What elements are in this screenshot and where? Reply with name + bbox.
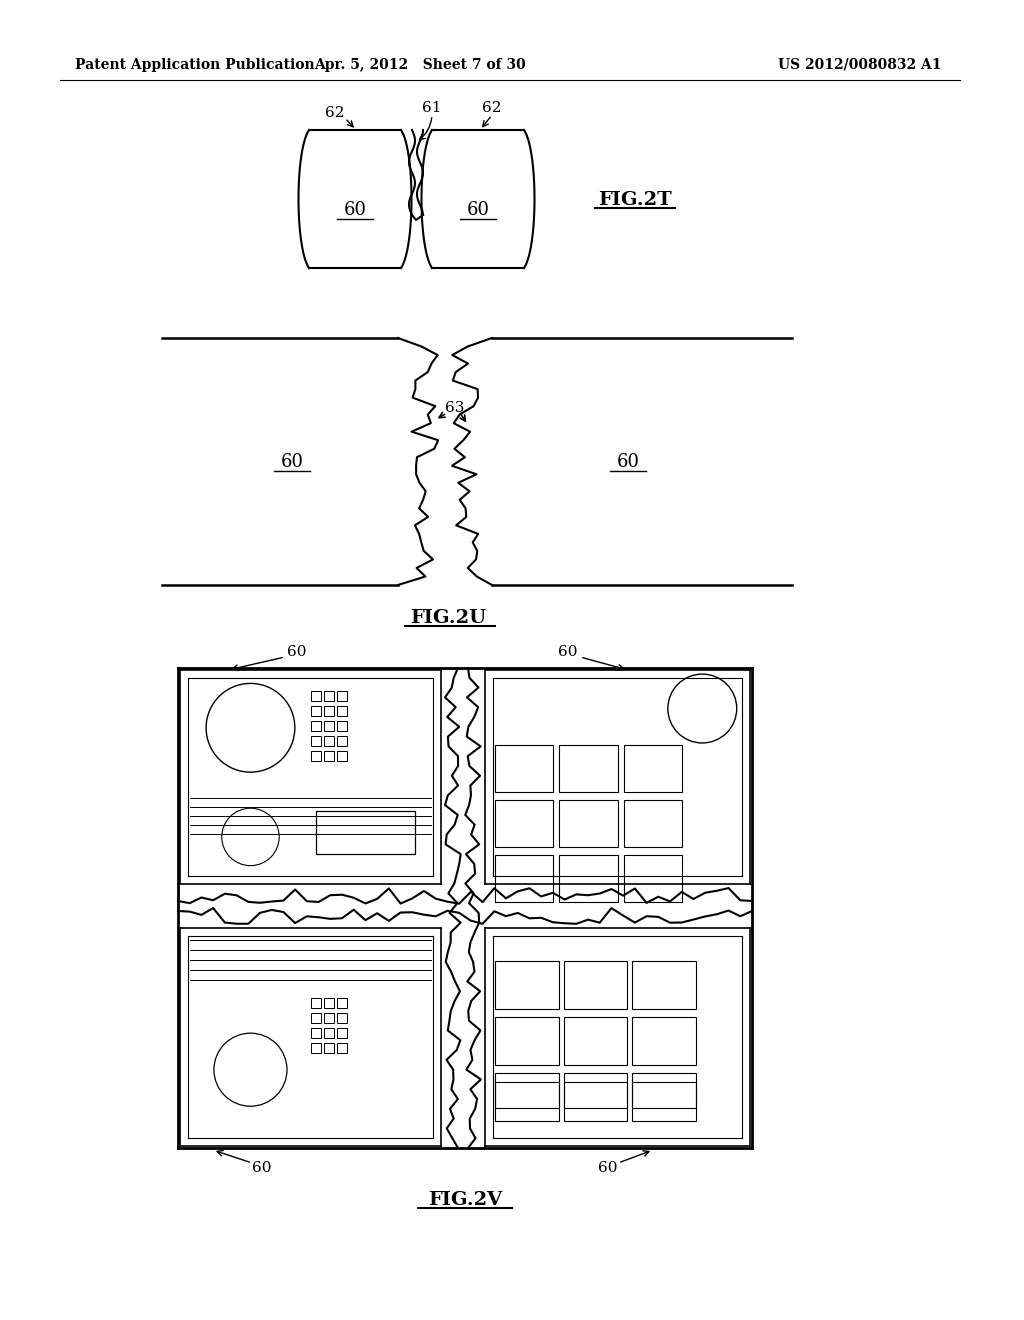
Bar — [310, 1043, 321, 1053]
Bar — [337, 1028, 346, 1038]
Bar — [495, 1081, 559, 1107]
Text: FIG.2V: FIG.2V — [428, 1191, 502, 1209]
Bar — [632, 961, 695, 1008]
Text: 60: 60 — [558, 645, 578, 659]
Text: 60: 60 — [598, 1162, 617, 1175]
Bar — [337, 1043, 346, 1053]
Bar — [337, 751, 346, 762]
Bar — [324, 692, 334, 701]
Text: 60: 60 — [616, 453, 640, 471]
Bar — [310, 1012, 321, 1023]
Bar — [563, 1073, 627, 1121]
Bar — [324, 737, 334, 746]
Bar — [559, 744, 617, 792]
Bar — [624, 744, 682, 792]
Bar — [310, 692, 321, 701]
Bar — [324, 1028, 334, 1038]
Bar — [337, 998, 346, 1007]
Text: Apr. 5, 2012   Sheet 7 of 30: Apr. 5, 2012 Sheet 7 of 30 — [314, 58, 526, 73]
Bar — [632, 1016, 695, 1065]
Bar — [624, 800, 682, 847]
Bar — [559, 800, 617, 847]
Bar — [624, 855, 682, 902]
Bar — [324, 1043, 334, 1053]
Bar — [495, 961, 559, 1008]
Bar — [337, 722, 346, 731]
Bar — [632, 1081, 695, 1107]
Text: US 2012/0080832 A1: US 2012/0080832 A1 — [778, 58, 941, 73]
Text: 60: 60 — [467, 201, 489, 219]
Bar — [324, 751, 334, 762]
Text: 60: 60 — [252, 1162, 271, 1175]
Text: 60: 60 — [343, 201, 367, 219]
Bar — [495, 1016, 559, 1065]
Text: FIG.2U: FIG.2U — [410, 609, 486, 627]
Text: 60: 60 — [281, 453, 303, 471]
Text: 61: 61 — [422, 102, 441, 115]
Text: Patent Application Publication: Patent Application Publication — [75, 58, 314, 73]
Bar — [632, 1073, 695, 1121]
Bar — [310, 751, 321, 762]
Bar — [563, 1081, 627, 1107]
Bar — [337, 692, 346, 701]
Text: 63: 63 — [445, 401, 465, 414]
Text: 62: 62 — [326, 106, 345, 120]
Bar — [310, 1028, 321, 1038]
Bar — [324, 998, 334, 1007]
Text: 62: 62 — [482, 102, 502, 115]
Bar — [315, 812, 415, 854]
Text: 60: 60 — [288, 645, 307, 659]
Bar — [337, 706, 346, 717]
Bar — [324, 1012, 334, 1023]
Bar — [495, 800, 553, 847]
Bar — [559, 855, 617, 902]
Bar — [324, 722, 334, 731]
Bar — [310, 737, 321, 746]
Bar — [495, 1073, 559, 1121]
Bar — [337, 737, 346, 746]
Bar — [563, 961, 627, 1008]
Bar — [563, 1016, 627, 1065]
Bar — [310, 722, 321, 731]
Bar — [495, 855, 553, 902]
Bar — [337, 1012, 346, 1023]
Bar — [324, 706, 334, 717]
Bar — [310, 998, 321, 1007]
Bar — [495, 744, 553, 792]
Text: FIG.2T: FIG.2T — [598, 191, 672, 209]
Bar — [310, 706, 321, 717]
